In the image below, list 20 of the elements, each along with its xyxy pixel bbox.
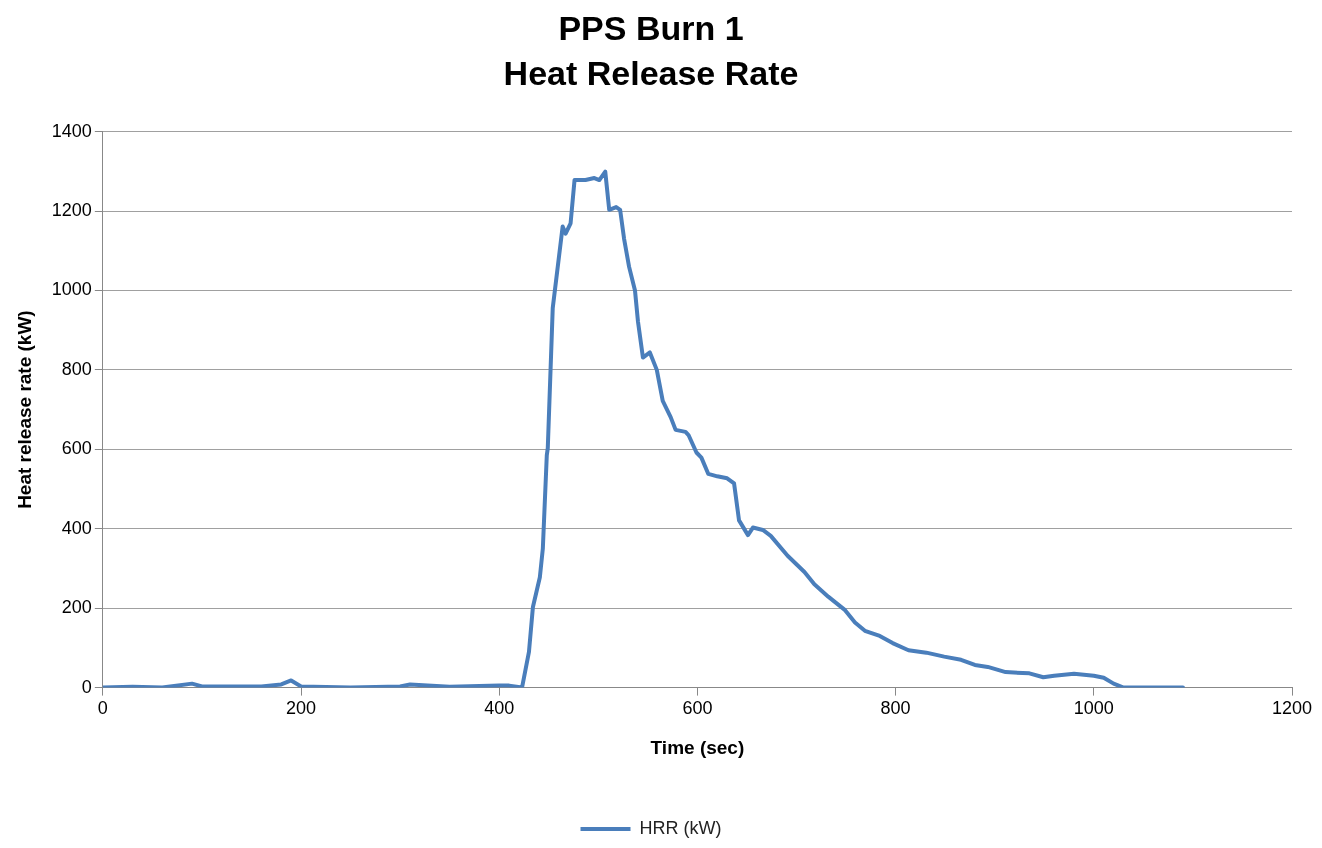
y-tick-label: 600 [61, 438, 92, 459]
x-axis-title: Time (sec) [650, 736, 745, 758]
chart-subtitle: Heat Release Rate [503, 53, 799, 92]
y-tick-label: 800 [61, 358, 92, 379]
chart-title: PPS Burn 1 [558, 8, 744, 47]
x-tick-label: 0 [97, 698, 108, 719]
x-tick-label: 800 [880, 698, 911, 719]
x-tick-label: 600 [682, 698, 713, 719]
x-tick-label: 400 [484, 698, 515, 719]
y-tick-label: 1000 [51, 279, 92, 300]
y-tick-label: 1400 [51, 120, 92, 141]
legend-label: HRR (kW) [639, 817, 722, 838]
x-tick-label: 1000 [1073, 698, 1114, 719]
y-tick-label: 400 [61, 517, 92, 538]
y-tick-label: 200 [61, 597, 92, 618]
y-tick-label: 0 [81, 676, 92, 697]
y-axis-title: Heat release rate (kW) [13, 310, 35, 509]
x-tick-label: 1200 [1271, 698, 1313, 719]
y-tick-label: 1200 [51, 200, 92, 220]
x-tick-label: 200 [286, 698, 317, 719]
